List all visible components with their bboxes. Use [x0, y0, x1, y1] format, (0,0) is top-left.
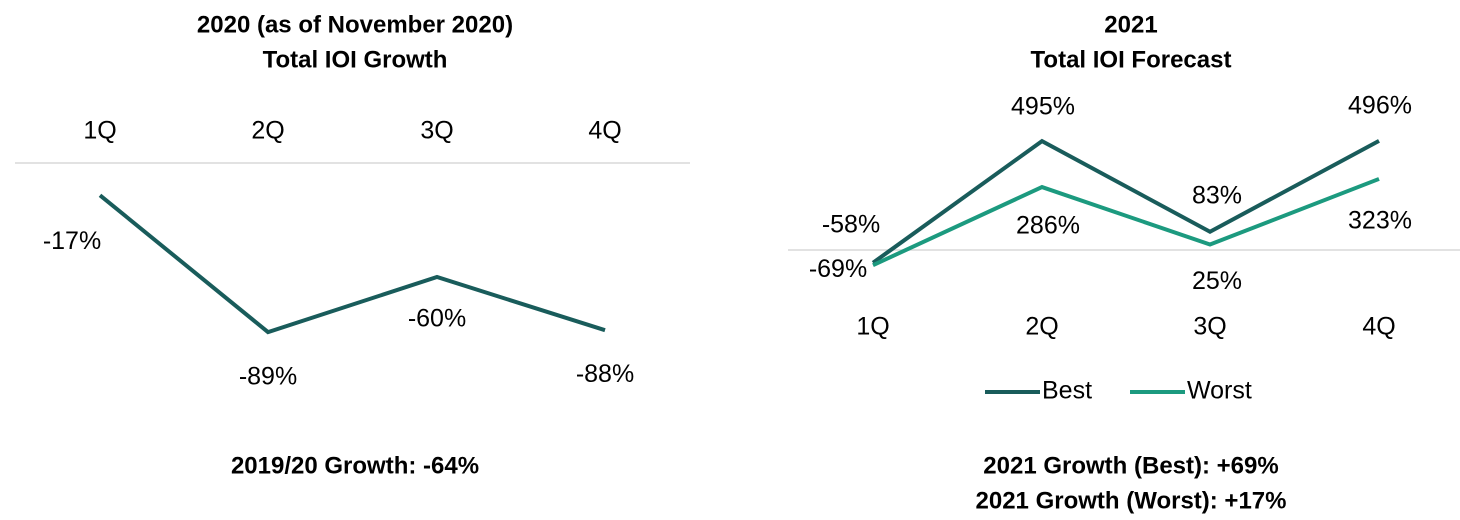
data-label: -89% [239, 363, 297, 391]
data-label: -60% [408, 305, 466, 333]
line [871, 138, 1380, 265]
x-tick-label: 4Q [1362, 313, 1395, 341]
x-tick-label: 2Q [1025, 313, 1058, 341]
data-label: -88% [576, 360, 634, 388]
legend-label: Worst [1187, 377, 1252, 405]
chart-subtitle: Total IOI Forecast [1031, 46, 1232, 73]
x-tick-label: 1Q [83, 117, 116, 145]
line [872, 177, 1380, 267]
data-label: 83% [1192, 181, 1242, 209]
footer-note: 2021 Growth (Worst): +17% [976, 487, 1287, 514]
x-tick-label: 4Q [588, 117, 621, 145]
data-label: 25% [1192, 267, 1242, 295]
chart-title: 2021 [1104, 11, 1157, 38]
data-label: 496% [1348, 91, 1412, 119]
x-tick-label: 3Q [1193, 313, 1226, 341]
data-label: 323% [1348, 207, 1412, 235]
line [98, 193, 606, 335]
x-tick-label: 3Q [420, 117, 453, 145]
footer-note: 2019/20 Growth: -64% [231, 452, 479, 479]
x-tick-label: 1Q [856, 313, 889, 341]
data-label: 286% [1016, 212, 1080, 240]
data-label: -17% [43, 227, 101, 255]
data-label: -58% [822, 210, 880, 238]
chart-subtitle: Total IOI Growth [263, 46, 448, 73]
legend-label: Best [1042, 377, 1092, 405]
data-label: -69% [809, 255, 867, 283]
chart-title: 2020 (as of November 2020) [197, 11, 513, 38]
x-tick-label: 2Q [251, 117, 284, 145]
footer-note: 2021 Growth (Best): +69% [983, 452, 1278, 479]
data-label: 495% [1011, 93, 1075, 121]
